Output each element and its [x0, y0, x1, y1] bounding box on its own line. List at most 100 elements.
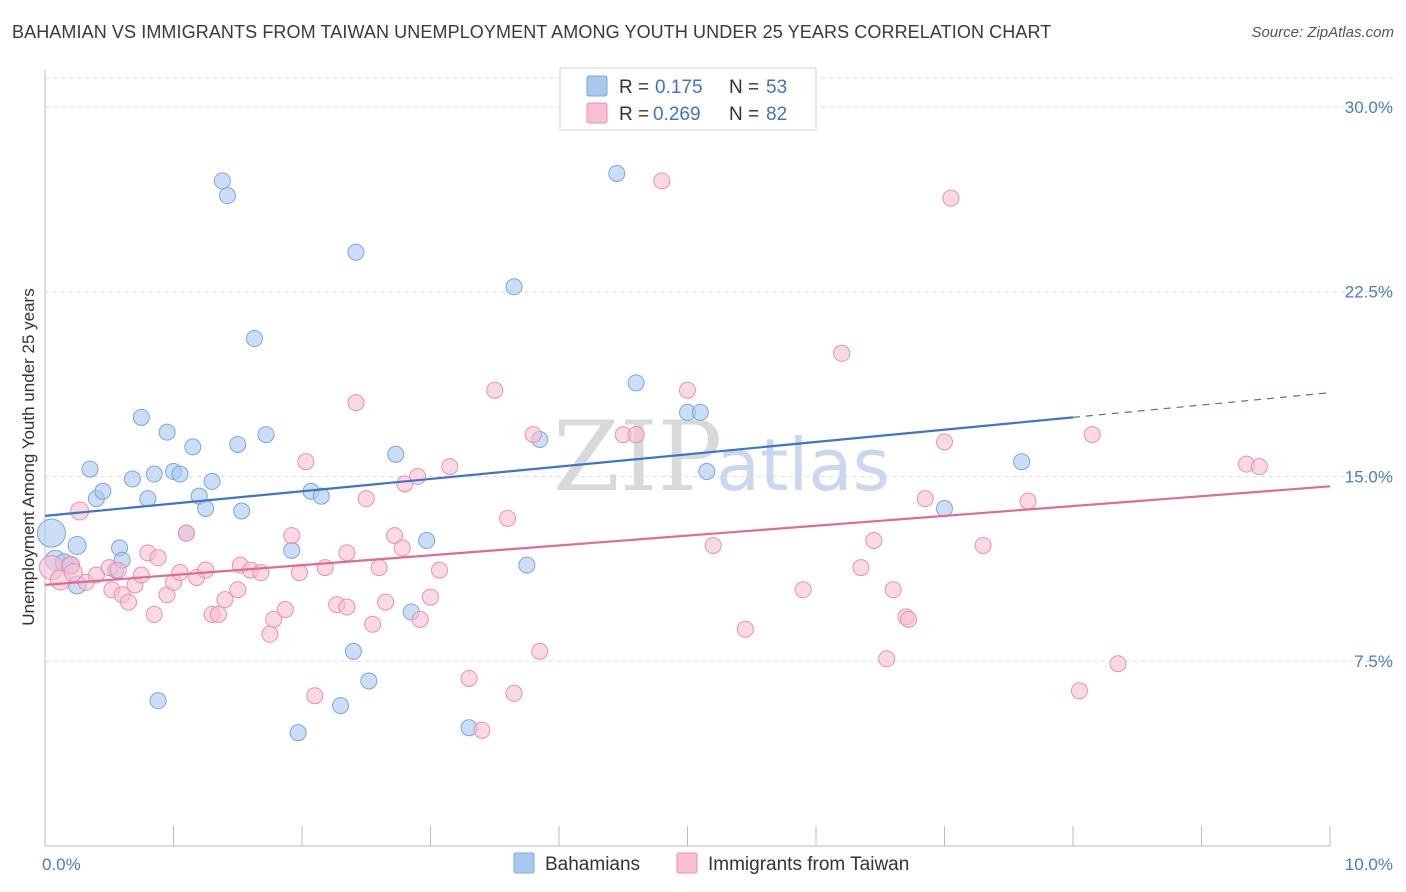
taiwan-point — [409, 467, 427, 485]
bahamians-point — [145, 465, 163, 483]
taiwan-point — [460, 669, 478, 687]
taiwan-point — [411, 610, 429, 628]
taiwan-point — [1109, 655, 1127, 673]
bahamians-point — [257, 426, 275, 444]
y-tick-label: 22.5% — [1345, 283, 1393, 302]
legend: R = 0.175 N = 53 R = 0.269 N = 82 — [559, 67, 817, 131]
taiwan-point — [364, 615, 382, 633]
taiwan-point — [430, 561, 448, 579]
bahamians-point — [184, 438, 202, 456]
bahamians-point — [627, 374, 645, 392]
taiwan-point — [357, 490, 375, 508]
bottom-legend-swatch-taiwan — [676, 852, 698, 874]
legend-r-value-bahamians: 0.175 — [655, 77, 703, 98]
bahamians-point — [360, 672, 378, 690]
x-tick-labels: 0.0% 10.0% — [42, 855, 1393, 874]
bahamians-point — [158, 423, 176, 441]
taiwan-point — [473, 721, 491, 739]
taiwan-point — [884, 581, 902, 599]
taiwan-point — [120, 593, 138, 611]
bahamians-point — [132, 408, 150, 426]
taiwan-point — [653, 172, 671, 190]
taiwan-point — [149, 549, 167, 567]
taiwan-point — [87, 566, 105, 584]
taiwan-point — [370, 559, 388, 577]
bahamians-point — [387, 445, 405, 463]
bahamians-point — [229, 435, 247, 453]
taiwan-point — [505, 684, 523, 702]
y-tick-label: 30.0% — [1345, 98, 1393, 117]
taiwan-point — [736, 620, 754, 638]
taiwan-point — [393, 539, 411, 557]
taiwan-point — [132, 566, 150, 584]
watermark-zip: ZIP — [553, 401, 722, 513]
bahamians-point — [347, 243, 365, 261]
legend-n-value-taiwan: 82 — [766, 104, 787, 125]
taiwan-point — [338, 544, 356, 562]
taiwan-point — [627, 426, 645, 444]
bottom-legend-swatch-bahamians — [513, 852, 535, 874]
taiwan-point — [338, 598, 356, 616]
y-tick-label: 7.5% — [1354, 652, 1393, 671]
y-axis-label: Unemployment Among Youth under 25 years — [19, 288, 38, 625]
data-points — [36, 164, 1268, 742]
bottom-legend: Bahamians Immigrants from Taiwan — [513, 852, 909, 875]
taiwan-point — [499, 509, 517, 527]
taiwan-point — [900, 610, 918, 628]
legend-r-label: R = — [619, 104, 649, 125]
bahamians-point — [213, 172, 231, 190]
bahamians-point — [344, 642, 362, 660]
taiwan-point — [916, 490, 934, 508]
taiwan-point — [1070, 682, 1088, 700]
taiwan-point — [679, 381, 696, 399]
taiwan-point — [63, 563, 83, 583]
bahamians-point — [203, 472, 221, 490]
bahamians-point — [245, 330, 263, 348]
x-tick-label: 0.0% — [42, 855, 81, 874]
bahamians-point — [698, 463, 716, 481]
y-tick-labels: 7.5% 15.0% 22.5% 30.0% — [1345, 98, 1393, 671]
bahamians-point — [289, 724, 307, 742]
taiwan-point — [145, 605, 163, 623]
bahamians-point — [139, 490, 157, 508]
taiwan-point — [833, 344, 851, 362]
bahamians-point — [149, 692, 167, 710]
taiwan-point — [974, 536, 992, 554]
trend-lines — [44, 392, 1331, 586]
taiwan-point — [1019, 492, 1037, 510]
x-tick-label: 10.0% — [1345, 855, 1393, 874]
legend-r-value-taiwan: 0.269 — [653, 104, 701, 125]
bahamians-point — [518, 556, 536, 574]
chart-title: BAHAMIAN VS IMMIGRANTS FROM TAIWAN UNEMP… — [12, 22, 1052, 42]
bahamians-point — [94, 482, 112, 500]
y-tick-label: 15.0% — [1345, 467, 1393, 486]
taiwan-point — [704, 536, 722, 554]
taiwan-point — [290, 564, 308, 582]
legend-n-label: N = — [729, 104, 759, 125]
taiwan-point — [794, 581, 812, 599]
bahamians-point — [312, 487, 330, 505]
taiwan-point — [878, 650, 896, 668]
bahamians-point — [233, 502, 251, 520]
bottom-legend-label-taiwan: Immigrants from Taiwan — [708, 854, 909, 875]
taiwan-point — [386, 527, 404, 545]
bahamians-point — [218, 187, 236, 205]
bahamians-point — [608, 164, 626, 182]
bahamians-point — [123, 470, 141, 488]
taiwan-point — [283, 527, 301, 545]
bahamians-point — [1013, 453, 1031, 471]
taiwan-point — [297, 453, 315, 471]
taiwan-point — [109, 561, 127, 579]
taiwan-point — [1083, 426, 1101, 444]
bahamians-point — [332, 697, 350, 715]
bahamians-point — [283, 541, 301, 559]
bahamians-point — [67, 535, 87, 555]
legend-swatch-taiwan — [586, 102, 608, 124]
watermark-atlas: atlas — [716, 423, 890, 507]
taiwan-point — [216, 591, 234, 609]
bahamians-point — [81, 460, 99, 478]
taiwan-point — [936, 433, 953, 451]
taiwan-point — [422, 588, 439, 606]
taiwan-point — [486, 381, 504, 399]
